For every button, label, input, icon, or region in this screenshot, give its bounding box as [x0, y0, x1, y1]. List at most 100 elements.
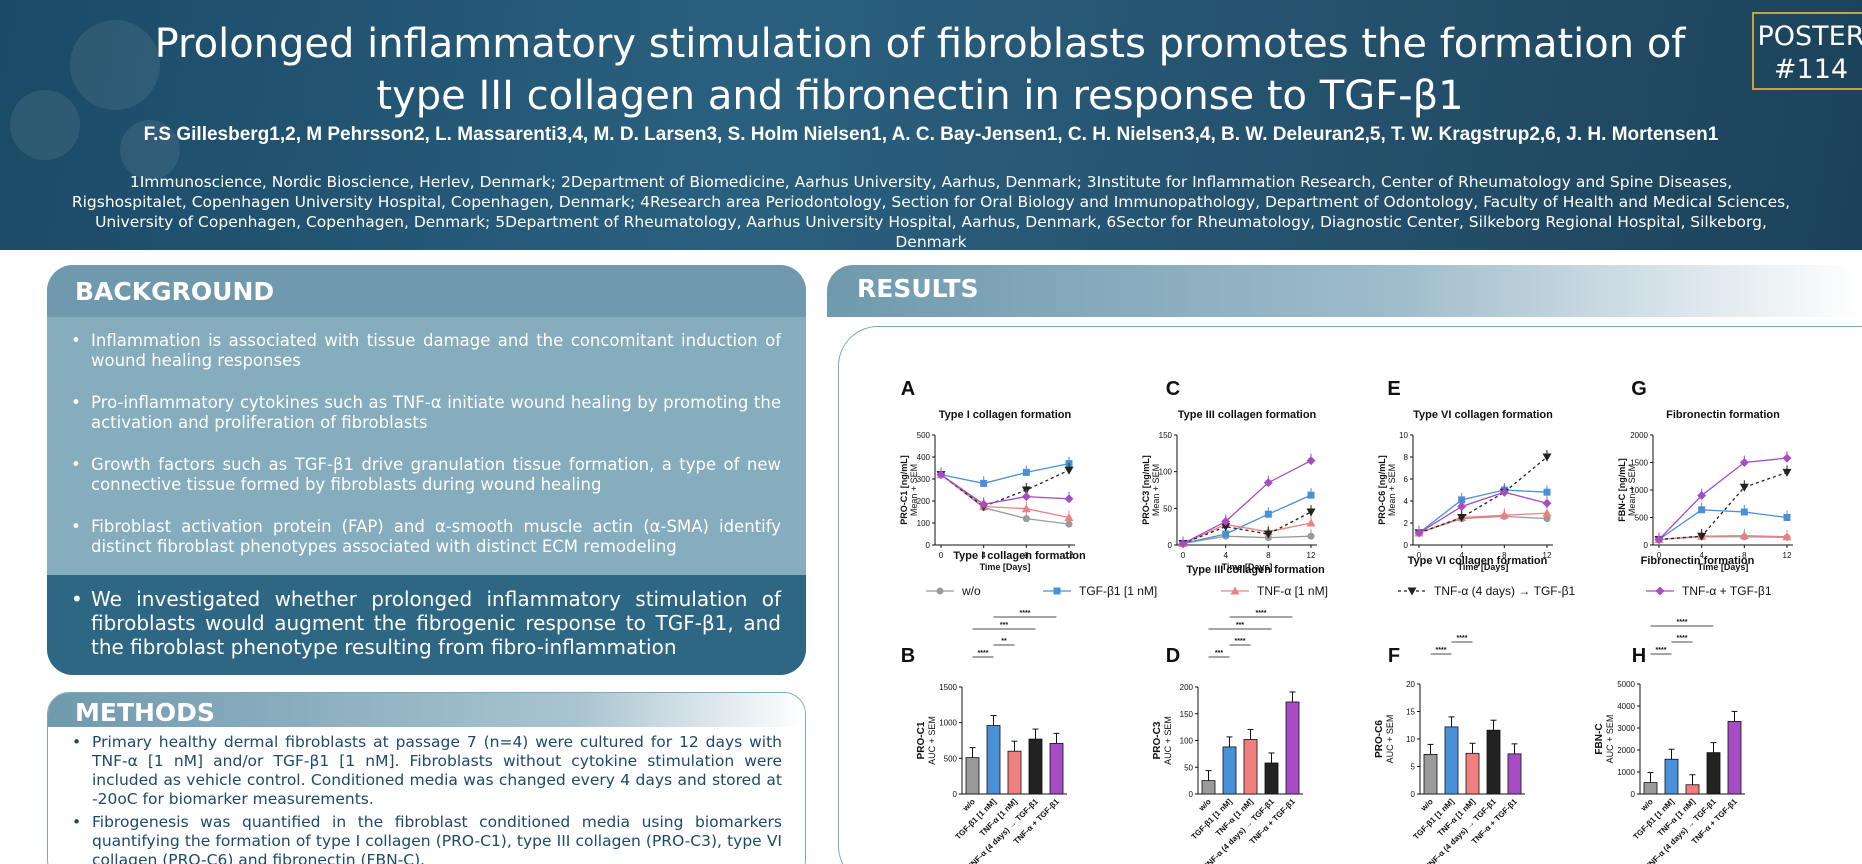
y-tick-label: 0 [1189, 790, 1194, 799]
panel-letter: G [1631, 378, 1647, 400]
panel-letter: A [901, 378, 915, 400]
y-tick-label: 100 [1180, 737, 1194, 746]
data-point [1307, 532, 1315, 540]
y-tick-label: 150 [1159, 431, 1173, 440]
y-tick-label: 15 [1406, 708, 1415, 717]
data-point [979, 499, 989, 509]
data-point [1022, 468, 1030, 476]
y-tick-label: 1000 [1617, 768, 1635, 777]
poster-number: #114 [1773, 54, 1849, 85]
x-tick-label: 12 [1065, 551, 1074, 560]
significance-label: *** [1215, 650, 1223, 657]
panel-letter: F [1388, 645, 1400, 667]
data-point [1306, 518, 1316, 527]
y-axis-label: PRO-C1 [916, 721, 927, 759]
chart-title: Type VI collagen formation [1413, 409, 1553, 421]
significance-label: **** [1457, 635, 1468, 642]
bar [1222, 746, 1237, 795]
panel-letter: E [1387, 378, 1400, 400]
significance-label: **** [1256, 610, 1267, 617]
y-tick-label: 20 [1406, 680, 1415, 689]
data-point [1499, 487, 1509, 497]
y-tick-label: 10 [1399, 431, 1408, 440]
y-tick-label: 500 [1635, 514, 1649, 523]
y-axis-label-2: Mean + SEM [1387, 464, 1397, 516]
x-axis-label: Time [Days] [1698, 562, 1749, 572]
data-point [1697, 532, 1707, 541]
data-point [1222, 530, 1230, 538]
y-axis-label: FBN-C [ng/mL] [1617, 458, 1627, 521]
series-line [1418, 515, 1548, 534]
data-point [1782, 532, 1792, 541]
x-axis-label: Time [Days] [1458, 562, 1509, 572]
y-tick-label: 0 [953, 790, 958, 799]
x-tick-label: 8 [1502, 551, 1507, 560]
y-axis-label-2: Mean + SEM [909, 464, 919, 516]
bar [1507, 753, 1522, 795]
bar [1049, 742, 1064, 795]
y-axis-label: PRO-C6 [ng/mL] [1377, 455, 1387, 525]
series-line [940, 462, 1070, 485]
significance-label: **** [1677, 635, 1688, 642]
data-point [1065, 520, 1073, 528]
x-tick-label: 12 [1543, 551, 1552, 560]
y-axis-label: FBN-C [1594, 723, 1605, 754]
bar [1727, 721, 1742, 795]
data-point [1697, 491, 1707, 500]
background-bullet: Growth factors such as TGF-β1 drive gran… [71, 455, 781, 495]
x-tick-label: 0 [1657, 551, 1662, 560]
methods-bullets: Primary healthy dermal fibroblasts at pa… [72, 733, 782, 864]
panel-letter: H [1632, 645, 1646, 667]
legend-marker [1230, 586, 1240, 595]
series-line [940, 474, 1070, 525]
y-tick-label: 1000 [1630, 486, 1648, 495]
data-point [1264, 510, 1272, 518]
data-point [1022, 515, 1030, 523]
bar [1664, 758, 1679, 795]
y-axis-label: PRO-C1 [ng/mL] [899, 455, 909, 525]
bar [1264, 762, 1279, 795]
data-point [1543, 488, 1551, 496]
y-tick-label: 2000 [1630, 431, 1648, 440]
y-axis-label-2: AUC + SEM [1385, 715, 1395, 764]
x-tick-label: 4 [981, 551, 986, 560]
data-point [936, 470, 946, 480]
y-tick-label: 0 [1644, 541, 1649, 550]
y-axis-label-2: Mean + SEM [1151, 464, 1161, 516]
poster-header: Prolonged inflammatory stimulation of fi… [0, 0, 1862, 250]
x-axis-label: Time [Days] [980, 562, 1031, 572]
y-axis-label-2: AUC + SEM [1163, 716, 1173, 765]
y-tick-label: 50 [1184, 763, 1193, 772]
y-tick-label: 1000 [939, 719, 957, 728]
y-tick-label: 150 [1180, 710, 1194, 719]
title-line-1: Prolonged inflammatory stimulation of fi… [154, 21, 1686, 67]
y-tick-label: 100 [917, 519, 931, 528]
series-line [1182, 460, 1312, 545]
background-bullet: Pro-inflammatory cytokines such as TNF-α… [71, 393, 781, 433]
y-tick-label: 1500 [939, 683, 957, 692]
data-point [1499, 510, 1509, 519]
x-tick-label: 4 [1699, 551, 1704, 560]
data-point [1783, 514, 1791, 521]
data-point [1306, 508, 1316, 517]
x-tick-label: 4 [1459, 551, 1464, 560]
series-line [1182, 535, 1312, 545]
x-tick-label: 12 [1783, 551, 1792, 560]
bar [965, 757, 980, 795]
y-tick-label: 0 [1168, 541, 1173, 550]
affiliations: 1Immunoscience, Nordic Bioscience, Herle… [71, 173, 1791, 250]
background-bullet: Inflammation is associated with tissue d… [71, 331, 781, 371]
background-header: BACKGROUND [47, 265, 806, 317]
series-line [1418, 489, 1548, 534]
y-tick-label: 6 [1404, 475, 1409, 484]
data-point [1263, 530, 1273, 539]
data-point [1221, 517, 1231, 527]
data-point [1064, 466, 1074, 475]
data-point [1178, 539, 1188, 549]
category-label: w/o [960, 797, 977, 814]
background-bullets: Inflammation is associated with tissue d… [71, 331, 781, 579]
y-tick-label: 1500 [1630, 459, 1648, 468]
data-point [1221, 523, 1231, 532]
x-tick-label: 8 [1266, 551, 1271, 560]
y-tick-label: 0 [1404, 541, 1409, 550]
